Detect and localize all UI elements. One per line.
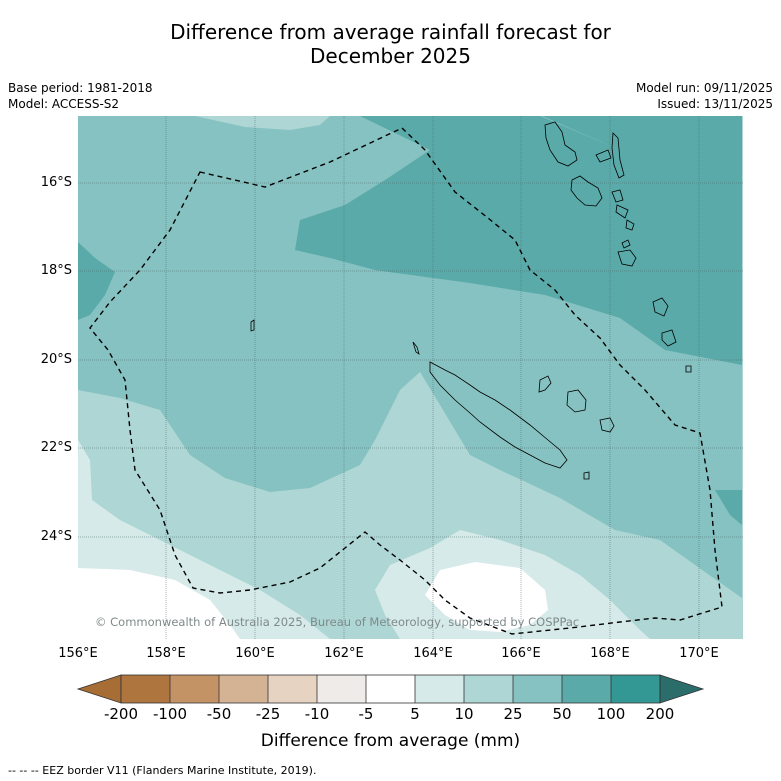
- colorbar-segment-7: [415, 675, 464, 703]
- colorbar-segment-9: [513, 675, 562, 703]
- cb-tick-m50: -50: [206, 705, 232, 723]
- lon-tick-170e: 170°E: [679, 646, 719, 661]
- colorbar-segment-2: [170, 675, 219, 703]
- cb-tick-m100: -100: [152, 705, 188, 723]
- model-run: Model run: 09/11/2025: [635, 81, 773, 95]
- colorbar-segment-8: [464, 675, 513, 703]
- eez-border: [89, 127, 723, 635]
- base-period: Base period: 1981-2018: [8, 81, 153, 95]
- colorbar-segment-11: [611, 675, 660, 703]
- chart-title: Difference from average rainfall forecas…: [0, 20, 781, 68]
- colorbar-segment-6: [366, 675, 415, 703]
- colorbar-dividers: [120, 674, 661, 704]
- colorbar-segment-4: [268, 675, 317, 703]
- vanuatu-espiritu-santo: [544, 121, 578, 167]
- lon-tick-162e: 162°E: [324, 646, 364, 661]
- cb-tick-200: 200: [645, 705, 675, 723]
- copyright-notice: © Commonwealth of Australia 2025, Bureau…: [95, 615, 580, 629]
- title-line-1: Difference from average rainfall forecas…: [170, 20, 611, 44]
- fill-m5-5-south: [425, 562, 548, 632]
- cb-tick-m10: -10: [304, 705, 330, 723]
- graticule: [78, 116, 743, 639]
- cb-tick-50: 50: [552, 705, 572, 723]
- meta-left: Base period: 1981-2018 Model: ACCESS-S2: [8, 80, 153, 112]
- cb-tick-m5: -5: [358, 705, 374, 723]
- new-caledonia: [429, 361, 568, 469]
- lat-tick-20s: 20°S: [40, 352, 72, 367]
- lon-tick-156e: 156°E: [58, 646, 98, 661]
- cb-tick-100: 100: [596, 705, 626, 723]
- cb-tick-25: 25: [503, 705, 523, 723]
- issued-date: Issued: 13/11/2025: [657, 97, 773, 111]
- cb-tick-m200: -200: [103, 705, 139, 723]
- lon-tick-164e: 164°E: [413, 646, 453, 661]
- cb-tick-10: 10: [454, 705, 474, 723]
- lat-tick-24s: 24°S: [40, 529, 72, 544]
- title-line-2: December 2025: [310, 44, 471, 68]
- coastlines: [250, 121, 692, 480]
- lon-tick-166e: 166°E: [501, 646, 541, 661]
- lat-tick-16s: 16°S: [40, 175, 72, 190]
- lon-tick-158e: 158°E: [146, 646, 186, 661]
- contour-fills: [78, 116, 743, 639]
- fill-50-100-east: [715, 490, 742, 525]
- colorbar-extend-low: [76, 674, 122, 704]
- colorbar-segment-1: [121, 675, 170, 703]
- cb-tick-m25: -25: [255, 705, 281, 723]
- colorbar-segment-3: [219, 675, 268, 703]
- fill-m5-5-sw: [78, 568, 240, 639]
- fill-10-25-north: [195, 116, 330, 130]
- colorbar-segment-10: [562, 675, 611, 703]
- colorbar-extend-high: [659, 674, 705, 704]
- model-name: Model: ACCESS-S2: [8, 97, 120, 111]
- colorbar-segment-5: [317, 675, 366, 703]
- lon-tick-168e: 168°E: [590, 646, 630, 661]
- lat-tick-18s: 18°S: [40, 263, 72, 278]
- fill-50-100-ne: [295, 116, 742, 365]
- cb-tick-5: 5: [410, 705, 420, 723]
- eez-legend-note: -- -- -- EEZ border V11 (Flanders Marine…: [8, 764, 317, 777]
- colorbar-label: Difference from average (mm): [260, 731, 521, 751]
- lat-tick-22s: 22°S: [40, 440, 72, 455]
- fill-50-100-west: [78, 242, 115, 320]
- lon-tick-160e: 160°E: [235, 646, 275, 661]
- meta-right: Model run: 09/11/2025 Issued: 13/11/2025: [636, 80, 773, 112]
